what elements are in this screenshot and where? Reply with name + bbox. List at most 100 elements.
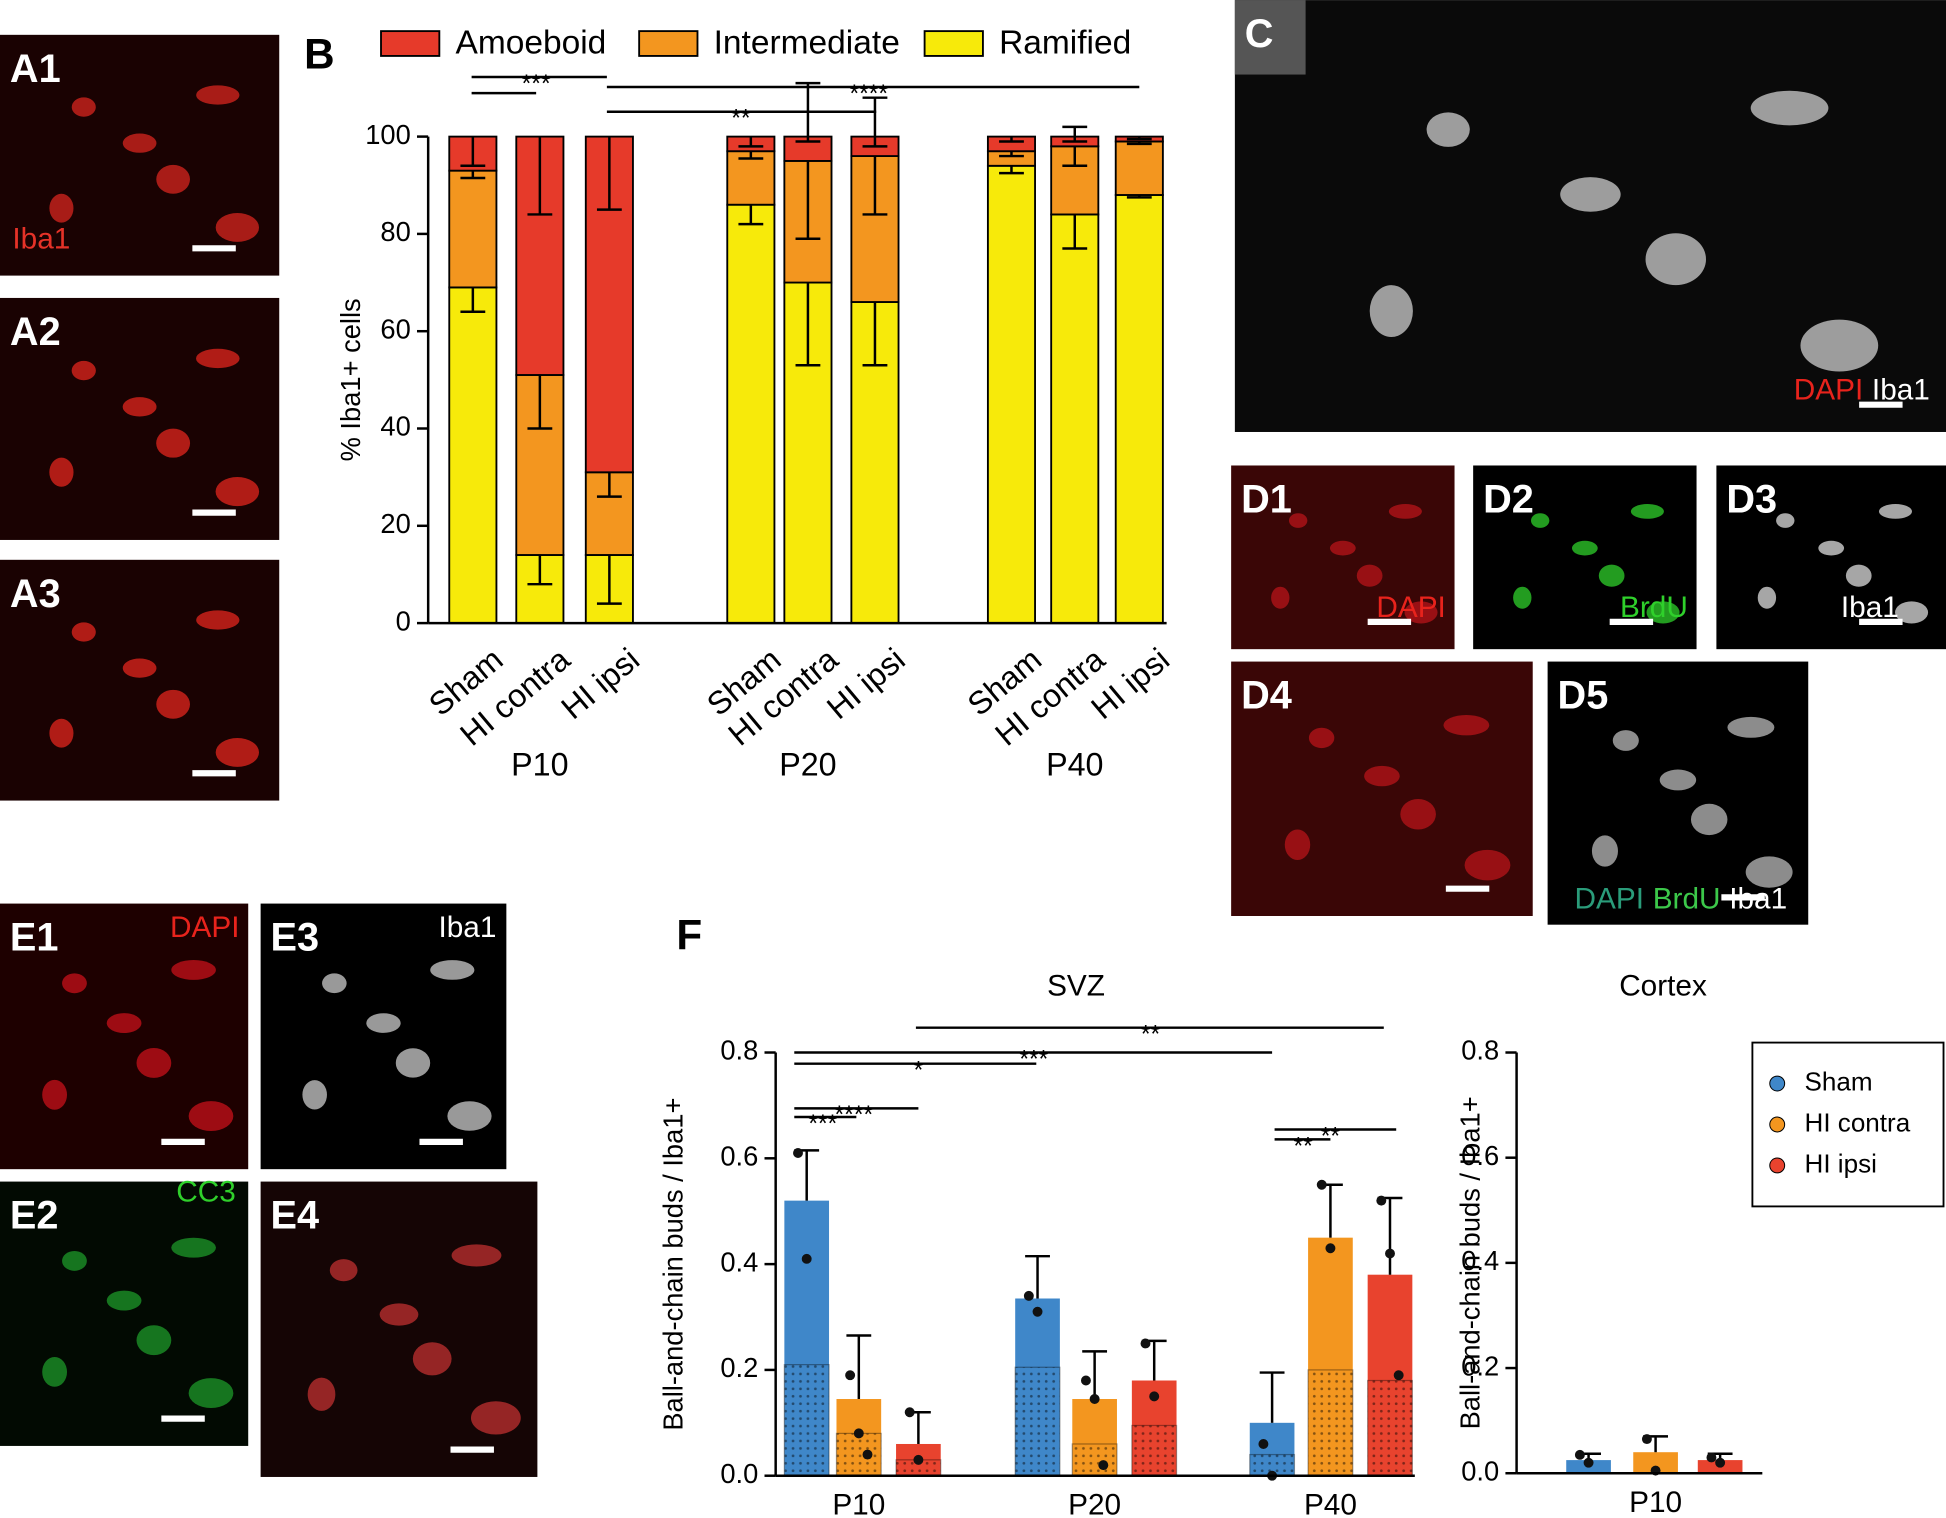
cell xyxy=(196,85,240,105)
group-label: P20 xyxy=(779,747,836,783)
cell xyxy=(1598,564,1625,587)
error-bar xyxy=(1062,214,1088,250)
data-point xyxy=(1316,1179,1327,1190)
y-tick-label: 80 xyxy=(380,216,410,247)
cell xyxy=(62,1250,87,1271)
cell xyxy=(1400,798,1436,830)
y-tick-label: 0.4 xyxy=(720,1246,758,1277)
cell xyxy=(106,1013,142,1034)
panel-label: A1 xyxy=(10,47,61,91)
stain-label: Iba1 xyxy=(12,222,70,255)
dotted-bar xyxy=(1071,1443,1118,1477)
cell xyxy=(395,1048,431,1078)
cell xyxy=(1776,513,1795,528)
y-tick-label: 0.6 xyxy=(720,1141,758,1172)
cell xyxy=(1284,829,1311,861)
error-bar xyxy=(738,136,764,148)
cell xyxy=(447,1101,492,1131)
cell xyxy=(1369,285,1413,337)
bar-segment xyxy=(584,135,634,474)
stain: CC3 xyxy=(176,1175,236,1208)
cell xyxy=(156,164,190,194)
panel-label: A3 xyxy=(10,572,61,616)
data-point xyxy=(1715,1457,1726,1468)
panel-label: A2 xyxy=(10,310,61,354)
y-tick-label: 0.0 xyxy=(720,1458,758,1489)
data-point xyxy=(853,1428,864,1439)
panel-letter: B xyxy=(304,30,334,77)
panel-letter: F xyxy=(676,912,702,959)
error-bar xyxy=(1062,146,1088,168)
error-bar xyxy=(596,554,622,605)
error-bar xyxy=(999,136,1024,143)
data-point xyxy=(1393,1370,1404,1381)
cell xyxy=(136,1048,172,1078)
error-bar xyxy=(862,136,888,148)
cell xyxy=(1757,586,1777,609)
cell xyxy=(1388,504,1422,519)
stain: Iba1 xyxy=(1841,591,1899,624)
x-tick-label: P10 xyxy=(1629,1486,1682,1518)
bar-segment xyxy=(1050,213,1100,625)
cell xyxy=(1745,856,1793,888)
significance-label: **** xyxy=(849,81,888,108)
y-axis-label: % Iba1+ cells xyxy=(335,298,366,461)
cell xyxy=(106,1290,142,1311)
x-tick-label: HI ipsi xyxy=(554,641,646,726)
dotted-bar xyxy=(1367,1379,1413,1477)
y-tick-label: 60 xyxy=(380,313,410,344)
x-tick-label: P40 xyxy=(1304,1489,1357,1518)
data-point xyxy=(1089,1394,1100,1404)
x-tick-label: P20 xyxy=(1068,1489,1121,1518)
cell xyxy=(1878,504,1913,519)
stain-label: DAPI xyxy=(1376,591,1445,624)
legend-label: Sham xyxy=(1805,1066,1873,1096)
cell xyxy=(62,973,87,994)
error-bar xyxy=(460,136,486,168)
significance-label: ** xyxy=(1321,1123,1341,1150)
cell xyxy=(1356,564,1383,587)
stain: BrdU xyxy=(1653,883,1721,916)
stain: DAPI xyxy=(1376,591,1445,624)
label-box xyxy=(1234,0,1306,75)
cell xyxy=(1895,601,1929,624)
error-bar xyxy=(1062,136,1088,143)
data-point xyxy=(793,1148,803,1158)
data-point xyxy=(1098,1460,1109,1471)
data-point xyxy=(1583,1457,1594,1468)
cell xyxy=(171,1237,216,1258)
cell xyxy=(412,1342,452,1376)
error-bar xyxy=(527,374,553,430)
cell xyxy=(1443,715,1490,736)
data-point xyxy=(1706,1452,1717,1463)
legend-swatch xyxy=(638,30,699,57)
bar-segment xyxy=(448,286,498,625)
error-bar xyxy=(596,136,622,211)
panel-label: D1 xyxy=(1241,478,1292,522)
stain-label: Iba1 xyxy=(1841,591,1899,624)
legend-label: Ramified xyxy=(999,25,1131,62)
error-bar xyxy=(1126,136,1152,141)
cell xyxy=(122,133,157,153)
y-tick-label: 0.2 xyxy=(720,1352,758,1383)
stain: Iba1 xyxy=(438,911,496,944)
stain-label: DAPI Iba1 xyxy=(1794,374,1930,407)
dotted-bar xyxy=(1307,1369,1354,1477)
data-point xyxy=(1574,1449,1585,1460)
stain-label: Iba1 xyxy=(438,911,496,944)
stain: BrdU xyxy=(1620,591,1688,624)
cell xyxy=(188,1378,234,1408)
data-point xyxy=(1149,1391,1160,1402)
dotted-bar xyxy=(1014,1366,1061,1477)
y-tick-label: 40 xyxy=(380,411,410,442)
significance-label: **** xyxy=(835,1102,874,1129)
data-point xyxy=(1376,1195,1387,1206)
panel-label: D5 xyxy=(1558,674,1609,718)
legend-label: Intermediate xyxy=(714,25,900,62)
legend-label: HI ipsi xyxy=(1805,1148,1877,1178)
panel-label: E3 xyxy=(271,916,320,960)
dotted-bar xyxy=(1131,1424,1178,1477)
y-tick-label: 0.8 xyxy=(720,1035,758,1066)
cell xyxy=(215,213,260,242)
